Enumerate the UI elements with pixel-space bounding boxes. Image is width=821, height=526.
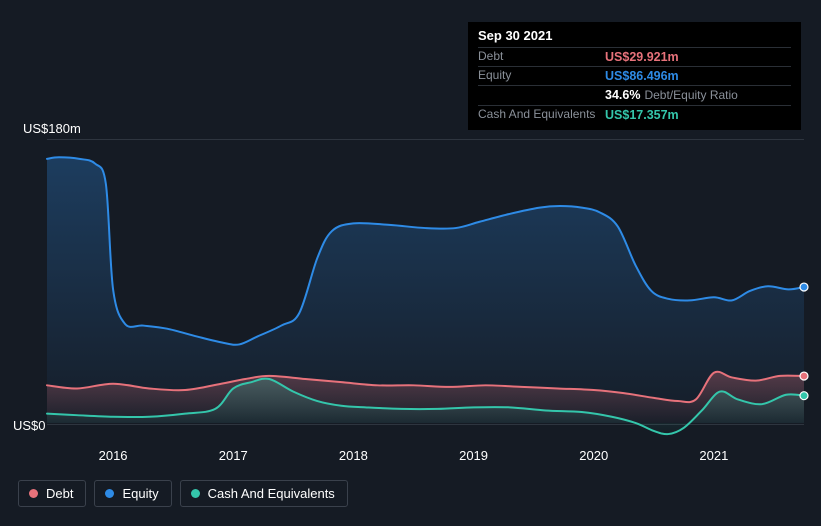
tooltip-row-value: US$17.357m <box>605 107 679 123</box>
legend-label: Debt <box>46 486 73 501</box>
legend-label: Equity <box>122 486 158 501</box>
tooltip-row-value: US$86.496m <box>605 68 679 84</box>
debt-series-end-marker <box>800 372 808 380</box>
x-axis-label: 2017 <box>219 448 248 463</box>
y-axis-top-label: US$180m <box>23 121 81 136</box>
tooltip-row-label: Cash And Equivalents <box>478 107 605 123</box>
tooltip-row: Cash And EquivalentsUS$17.357m <box>478 105 791 124</box>
tooltip-row-value: 34.6%Debt/Equity Ratio <box>605 87 738 104</box>
tooltip-row: DebtUS$29.921m <box>478 47 791 66</box>
tooltip-row-label: Equity <box>478 68 605 84</box>
equity-series-end-marker <box>800 283 808 291</box>
x-axis: 2016 2017 2018 2019 2020 2021 <box>47 448 804 468</box>
data-tooltip: Sep 30 2021 DebtUS$29.921mEquityUS$86.49… <box>468 22 801 130</box>
tooltip-date: Sep 30 2021 <box>478 28 791 47</box>
x-axis-label: 2018 <box>339 448 368 463</box>
tooltip-row-label <box>478 87 605 104</box>
equity-series-area <box>47 157 804 423</box>
x-axis-label: 2019 <box>459 448 488 463</box>
legend-dot-icon <box>191 489 200 498</box>
tooltip-row: EquityUS$86.496m <box>478 66 791 85</box>
legend-item[interactable]: Debt <box>18 480 86 507</box>
legend: Debt Equity Cash And Equivalents <box>18 480 348 507</box>
cash-series-end-marker <box>800 392 808 400</box>
legend-item[interactable]: Equity <box>94 480 171 507</box>
tooltip-row-suffix: Debt/Equity Ratio <box>644 88 737 102</box>
x-axis-label: 2021 <box>699 448 728 463</box>
tooltip-row: 34.6%Debt/Equity Ratio <box>478 85 791 105</box>
legend-label: Cash And Equivalents <box>208 486 335 501</box>
x-axis-label: 2020 <box>579 448 608 463</box>
tooltip-row-value: US$29.921m <box>605 49 679 65</box>
x-axis-label: 2016 <box>99 448 128 463</box>
legend-dot-icon <box>105 489 114 498</box>
legend-dot-icon <box>29 489 38 498</box>
tooltip-row-label: Debt <box>478 49 605 65</box>
chart-plot-area <box>47 139 804 439</box>
y-axis-bottom-label: US$0 <box>13 418 46 433</box>
legend-item[interactable]: Cash And Equivalents <box>180 480 348 507</box>
chart-svg <box>47 140 804 439</box>
